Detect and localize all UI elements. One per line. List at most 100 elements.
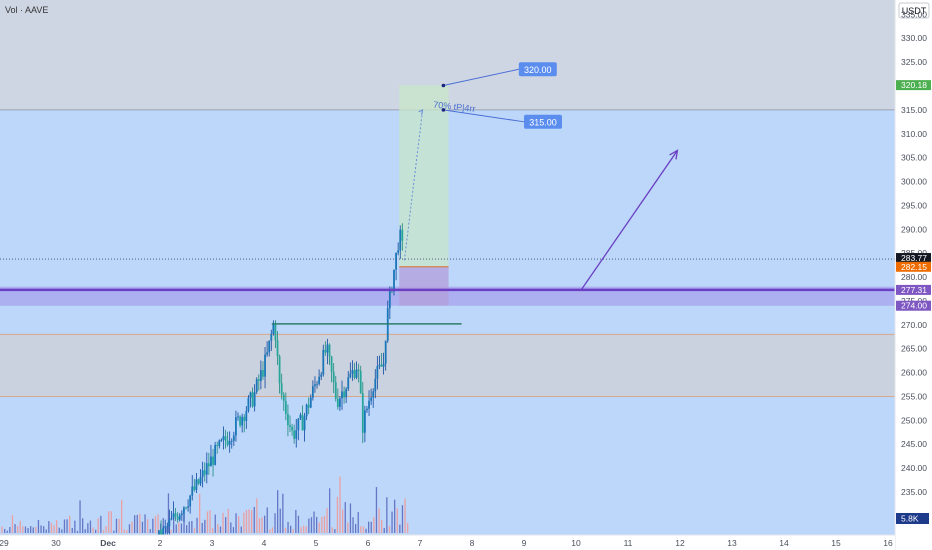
candle-body	[341, 391, 343, 399]
volume-bar	[53, 525, 55, 533]
volume-bar	[339, 476, 341, 533]
candle-body	[245, 410, 248, 422]
volume-bar	[186, 525, 188, 533]
y-tick-label: 325.00	[901, 57, 927, 67]
price-tag	[896, 80, 931, 91]
candle-body	[247, 397, 250, 411]
y-tick-label: 250.00	[901, 415, 927, 425]
volume-bar	[123, 529, 125, 533]
candle-body	[230, 440, 233, 442]
candle-body	[195, 479, 198, 491]
volume-bar	[9, 527, 11, 533]
candle-body	[316, 383, 318, 385]
candle-body	[218, 440, 221, 446]
volume-bar	[37, 520, 40, 533]
volume-bar	[100, 515, 102, 533]
volume-bar	[297, 515, 300, 533]
volume-bar	[63, 519, 66, 533]
candle-body	[320, 374, 323, 377]
volume-bar	[225, 517, 227, 533]
candle-body	[207, 463, 210, 467]
volume-bar	[30, 526, 32, 533]
candle-body	[172, 513, 175, 519]
y-tick-label: 240.00	[901, 463, 927, 473]
volume-bar	[162, 518, 164, 533]
candle-body	[382, 363, 385, 367]
volume-bar	[316, 516, 318, 533]
x-tick-label: 2	[158, 538, 163, 548]
y-tick-label: 255.00	[901, 391, 927, 401]
candle-body	[284, 400, 287, 414]
candle-body	[220, 439, 223, 441]
volume-bar	[196, 517, 198, 533]
volume-bar	[219, 526, 222, 533]
candle-body	[282, 394, 285, 401]
y-tick-label: 300.00	[901, 177, 927, 187]
volume-bar	[170, 529, 172, 533]
volume-bar	[357, 512, 359, 533]
volume-bar	[11, 515, 14, 533]
volume-bar	[253, 506, 255, 533]
price-tag-value: 283.77	[901, 253, 927, 263]
y-tick-label: 330.00	[901, 33, 927, 43]
price-tag-value: 277.31	[901, 285, 927, 295]
volume-bar	[35, 527, 37, 533]
candle-body	[278, 356, 281, 384]
candle-body	[395, 252, 397, 270]
volume-bar	[1, 526, 3, 533]
volume-bar	[105, 526, 107, 533]
tp1-label-badge	[518, 62, 557, 77]
volume-bar	[76, 530, 79, 533]
candle-body	[253, 391, 256, 407]
candle-body	[361, 393, 364, 433]
currency-badge	[898, 2, 930, 19]
candle-body	[178, 515, 181, 520]
volume-bar	[121, 499, 123, 533]
volume-bar	[212, 528, 214, 533]
volume-bar	[258, 518, 261, 533]
y-tick-label: 260.00	[901, 368, 927, 378]
volume-bar	[17, 526, 19, 533]
candle-body	[384, 340, 387, 364]
candle-body	[305, 404, 308, 417]
candle-body	[243, 416, 246, 422]
y-tick-label: 245.00	[901, 439, 927, 449]
volume-bar	[295, 509, 297, 533]
volume-bar	[313, 511, 315, 533]
candle-body	[336, 398, 339, 407]
candle-body	[201, 470, 204, 477]
volume-bar	[139, 513, 141, 533]
volume-bar	[256, 498, 258, 533]
volume-bar	[245, 510, 248, 533]
candle-body	[359, 370, 362, 394]
candle-body	[328, 344, 331, 357]
candle-body	[262, 370, 264, 377]
tp2-label-leader	[443, 109, 525, 123]
volume-bar	[264, 515, 266, 533]
candle-body	[180, 513, 183, 516]
volume-bar	[74, 520, 76, 533]
candle-body	[345, 388, 348, 398]
candle-body	[257, 379, 260, 381]
volume-bar	[266, 507, 268, 533]
volume-bar	[243, 512, 245, 533]
volume-bar	[27, 528, 29, 533]
projection-arrowhead	[418, 108, 424, 115]
volume-bar	[394, 499, 396, 533]
volume-bar	[69, 515, 71, 533]
candle-body	[401, 229, 404, 241]
volume-bar	[191, 520, 193, 533]
volume-bar	[222, 512, 224, 533]
candle-body	[259, 370, 262, 381]
candle-body	[293, 430, 296, 439]
candle-body	[324, 349, 327, 353]
volume-bar	[89, 520, 92, 533]
y-tick-label: 280.00	[901, 272, 927, 282]
volume-bar	[362, 526, 365, 533]
x-tick-label: 11	[624, 538, 633, 548]
volume-bar	[235, 513, 237, 533]
volume-bar	[355, 524, 357, 533]
volume-bar	[269, 529, 271, 533]
volume-bar	[87, 523, 89, 533]
